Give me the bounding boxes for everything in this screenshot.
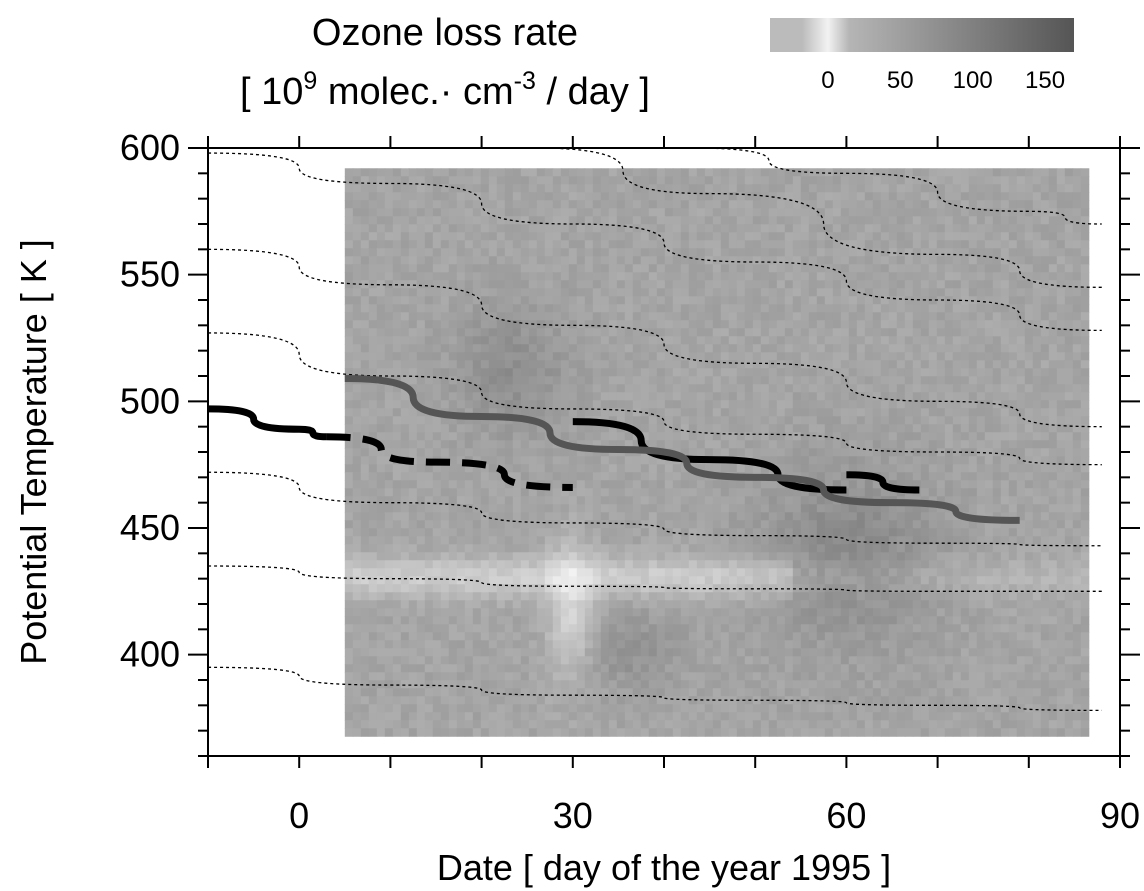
isentrope-curve [208,152,1102,332]
isentrope-curves [208,148,1102,712]
isentrope-curve [208,666,1102,712]
colorbar-tick-label: 0 [821,67,834,94]
x-axis-label: Date [ day of the year 1995 ] [437,847,891,888]
x-tick-label: 60 [826,795,866,836]
descent-curve [208,405,327,441]
colorbar-ticks: 0 50 100 150 [821,67,1065,94]
descent-curve [846,471,920,494]
descent-curve [572,418,847,494]
chart-title-units: [ 109 molec.· cm-3 / day ] [240,67,650,113]
colorbar-gradient [770,18,1074,52]
colorbar-tick-label: 100 [953,67,993,94]
descent-curve [326,433,573,491]
y-tick-label: 500 [120,380,180,421]
y-axis-label: Potential Temperature [ K ] [13,239,54,665]
x-tick-label: 30 [553,795,593,836]
colorbar-tick-label: 150 [1025,67,1065,94]
descent-curve [344,375,1020,524]
colorbar-tick-label: 50 [887,67,914,94]
chart-title-line1: Ozone loss rate [312,12,578,54]
isentrope-curve [208,471,1102,547]
y-tick-label: 550 [120,254,180,295]
y-tick-label: 400 [120,634,180,675]
isentrope-curve [208,565,1102,592]
isentrope-curve [208,248,1102,428]
y-tick-label: 600 [120,127,180,168]
isentrope-curve [208,332,1102,466]
y-tick-label: 450 [120,507,180,548]
colorbar: 0 50 100 150 [770,18,1074,94]
x-tick-label: 90 [1100,795,1140,836]
isentrope-curve [536,148,1102,288]
vortex-descent-curves [208,375,1020,524]
x-tick-label: 0 [289,795,309,836]
ozone-loss-shading [344,168,1090,737]
axes: 0 30 60 90 400 450 500 550 600 [120,127,1140,836]
